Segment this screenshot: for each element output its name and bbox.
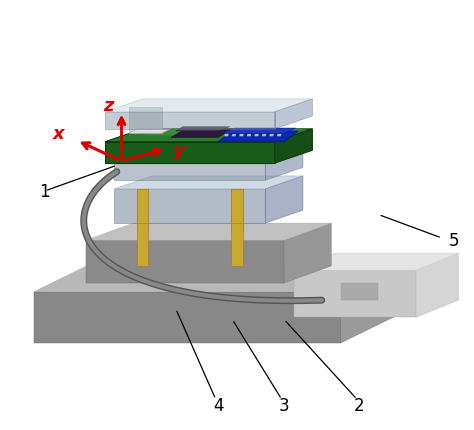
Polygon shape bbox=[218, 132, 298, 142]
Text: 1: 1 bbox=[39, 182, 50, 200]
Text: 4: 4 bbox=[213, 396, 223, 414]
Polygon shape bbox=[115, 177, 303, 189]
Polygon shape bbox=[341, 262, 402, 343]
Polygon shape bbox=[284, 224, 331, 283]
Polygon shape bbox=[265, 177, 303, 224]
Polygon shape bbox=[35, 292, 341, 343]
Polygon shape bbox=[224, 135, 228, 137]
Polygon shape bbox=[277, 135, 281, 137]
Polygon shape bbox=[105, 100, 312, 113]
Polygon shape bbox=[115, 189, 265, 224]
Polygon shape bbox=[293, 253, 458, 270]
Polygon shape bbox=[231, 224, 243, 266]
Polygon shape bbox=[255, 135, 259, 137]
Polygon shape bbox=[239, 135, 244, 137]
Text: y: y bbox=[173, 142, 185, 160]
Text: z: z bbox=[104, 96, 114, 114]
Polygon shape bbox=[231, 189, 243, 232]
Polygon shape bbox=[115, 151, 303, 164]
Polygon shape bbox=[86, 224, 331, 241]
Polygon shape bbox=[105, 142, 275, 164]
Polygon shape bbox=[128, 129, 171, 134]
Polygon shape bbox=[143, 129, 308, 136]
Polygon shape bbox=[115, 164, 265, 181]
Text: 5: 5 bbox=[448, 232, 459, 249]
Polygon shape bbox=[137, 224, 148, 266]
Text: 3: 3 bbox=[279, 396, 290, 414]
Polygon shape bbox=[105, 113, 275, 129]
Polygon shape bbox=[223, 129, 296, 134]
Polygon shape bbox=[137, 189, 148, 232]
Text: x: x bbox=[53, 125, 65, 143]
Polygon shape bbox=[293, 270, 416, 317]
Polygon shape bbox=[231, 189, 243, 232]
Polygon shape bbox=[416, 253, 458, 317]
Polygon shape bbox=[270, 135, 274, 137]
Polygon shape bbox=[86, 241, 284, 283]
Polygon shape bbox=[247, 135, 251, 137]
Text: 2: 2 bbox=[354, 396, 365, 414]
Polygon shape bbox=[232, 135, 236, 137]
Polygon shape bbox=[275, 129, 312, 164]
Polygon shape bbox=[137, 189, 148, 232]
Polygon shape bbox=[341, 283, 378, 301]
Polygon shape bbox=[262, 135, 266, 137]
Polygon shape bbox=[105, 129, 312, 142]
Polygon shape bbox=[265, 151, 303, 181]
Polygon shape bbox=[275, 100, 312, 129]
Polygon shape bbox=[128, 108, 162, 134]
Polygon shape bbox=[171, 129, 232, 138]
Polygon shape bbox=[176, 127, 230, 132]
Polygon shape bbox=[35, 262, 402, 292]
